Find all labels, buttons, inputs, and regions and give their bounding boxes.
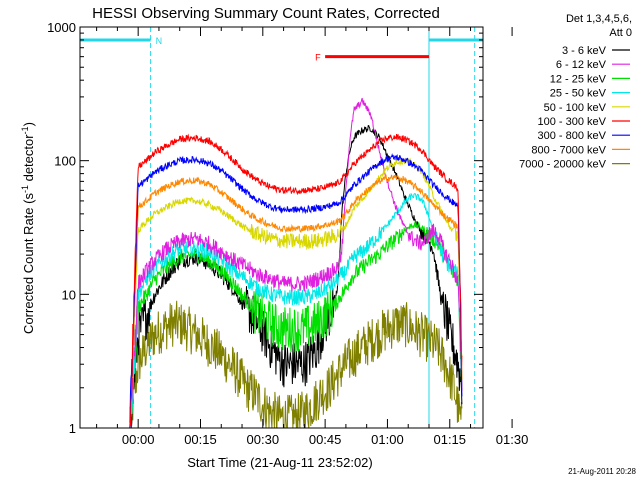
legend-label: 100 - 300 keV (538, 116, 607, 128)
series-layer (129, 97, 463, 429)
series-line (129, 133, 463, 427)
generation-timestamp: 21-Aug-2011 20:28 (568, 467, 636, 476)
x-tick-label: 00:00 (122, 432, 155, 447)
legend-label: 7000 - 20000 keV (519, 159, 607, 171)
y-tick-label: 10 (62, 287, 76, 302)
legend-label: 6 - 12 keV (556, 59, 607, 71)
flare-indicator-layer: F (315, 53, 429, 63)
plot-frame (79, 26, 484, 429)
legend-header-line-2: Att 0 (609, 27, 632, 39)
legend: Det 1,3,4,5,6, Att 0 3 - 6 keV 6 - 12 keV… (519, 13, 632, 171)
x-axis-label: Start Time (21-Aug-11 23:52:02) (187, 455, 372, 470)
legend-label: 12 - 25 keV (550, 73, 607, 85)
series-line (129, 125, 463, 429)
y-axis-label: Corrected Count Rate (s-1 detector-1) (20, 122, 36, 334)
series-line (129, 152, 463, 429)
night-label: N (156, 36, 163, 46)
x-tick-label: 00:30 (247, 432, 280, 447)
legend-label: 50 - 100 keV (544, 102, 607, 114)
y-axis-label-sup1: -1 (20, 185, 30, 193)
x-axis: 00:00 00:15 00:30 00:45 01:00 01:15 01:30 (96, 27, 529, 447)
legend-header-line-1: Det 1,3,4,5,6, (566, 13, 632, 25)
y-axis: 1 10 100 1000 (47, 20, 483, 436)
x-tick-label: 00:45 (309, 432, 342, 447)
flare-label: F (315, 53, 321, 63)
y-axis-label-sup2: -1 (20, 126, 30, 134)
x-tick-label: 01:15 (433, 432, 466, 447)
y-axis-label-end: ) (21, 122, 36, 126)
series-line (129, 97, 463, 429)
legend-label: 3 - 6 keV (562, 45, 607, 57)
y-tick-label: 100 (54, 154, 76, 169)
chart-title: HESSI Observing Summary Count Rates, Cor… (92, 5, 440, 22)
y-tick-label: 1 (69, 421, 76, 436)
legend-label: 25 - 50 keV (550, 88, 607, 100)
series-line (129, 300, 463, 429)
series-line (129, 192, 463, 429)
x-tick-label: 00:15 (184, 432, 217, 447)
series-line (129, 174, 463, 416)
y-tick-label: 1000 (47, 20, 76, 35)
legend-label: 300 - 800 keV (538, 130, 607, 142)
x-tick-label: 01:30 (496, 432, 529, 447)
x-tick-label: 01:00 (371, 432, 404, 447)
series-line (129, 157, 463, 429)
y-axis-label-main: Corrected Count Rate (s (21, 193, 36, 334)
y-axis-label-mid: detector (21, 134, 36, 185)
legend-label: 800 - 7000 keV (531, 144, 606, 156)
